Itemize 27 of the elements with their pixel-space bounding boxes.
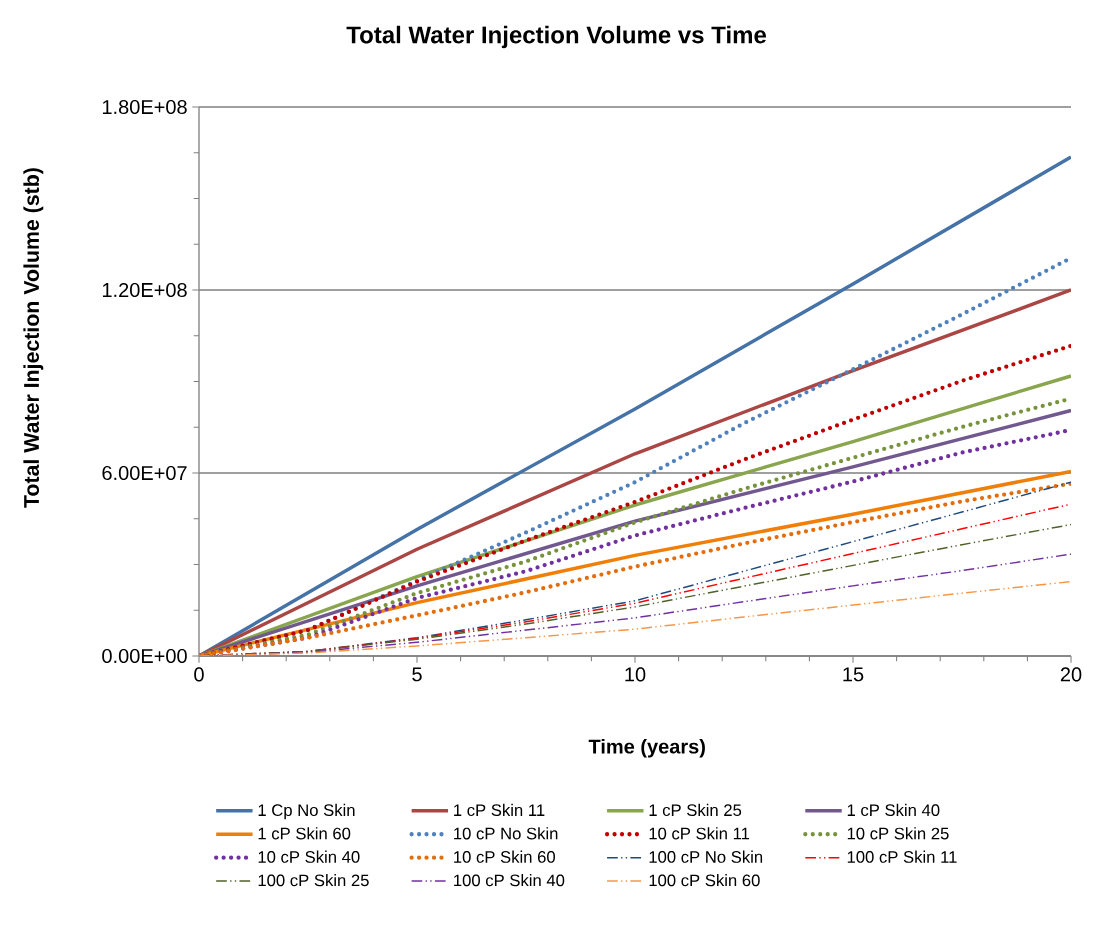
x-tick-label: 0 (194, 667, 204, 682)
legend-label: 10 cP Skin 25 (847, 827, 949, 840)
legend-label: 1 cP Skin 40 (847, 803, 940, 817)
legend-label: 10 cP Skin 40 (258, 850, 360, 863)
legend-label: 100 cP Skin 60 (649, 874, 760, 887)
x-axis-title: Time (years) (588, 738, 705, 758)
y-axis-title: Total Water Injection Volume (stb) (23, 168, 44, 508)
x-tick-label: 20 (1060, 667, 1082, 682)
chart-title: Total Water Injection Volume vs Time (346, 25, 766, 49)
legend-label: 100 cP Skin 11 (847, 850, 957, 863)
x-tick-label: 10 (625, 667, 646, 682)
legend-label: 1 cP Skin 25 (649, 803, 742, 817)
legend-label: 1 cP Skin 60 (258, 827, 351, 840)
y-tick-label: 1.20E+08 (102, 282, 187, 298)
x-tick-label: 15 (843, 667, 864, 682)
legend-label: 10 cP Skin 60 (454, 850, 555, 863)
legend-label: 100 cP Skin 40 (454, 874, 565, 887)
y-tick-label: 0.00E+00 (102, 648, 187, 664)
legend-label: 1 Cp No Skin (258, 803, 355, 820)
legend-label: 100 cP No Skin (649, 850, 763, 863)
legend-label: 100 cP Skin 25 (258, 874, 369, 887)
legend-label: 1 cP Skin 11 (454, 803, 545, 817)
y-tick-label: 1.80E+08 (102, 99, 187, 115)
y-tick-label: 6.00E+07 (102, 465, 187, 481)
legend-label: 10 cP No Skin (454, 827, 558, 840)
legend-label: 10 cP Skin 11 (649, 827, 750, 840)
x-tick-label: 5 (412, 667, 422, 682)
